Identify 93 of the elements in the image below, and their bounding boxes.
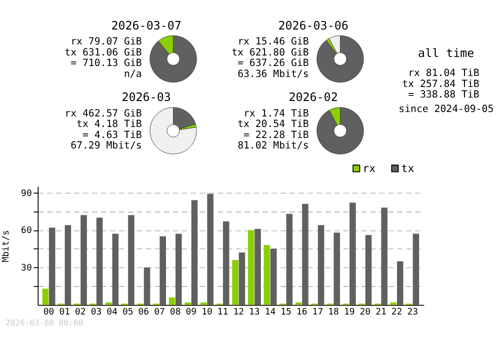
x-tick-label: 04 [106,307,118,318]
x-tick-label: 23 [407,307,418,318]
x-tick-label: 10 [202,307,212,318]
bar [350,202,356,305]
bar [207,194,214,305]
chart-title: 2026-03-07 [111,18,182,32]
bar [106,302,112,305]
x-tick-label: 13 [249,307,260,318]
bar [128,215,134,305]
chart-title: 2026-03-06 [278,18,348,32]
x-tick-label: 06 [138,307,150,318]
bar [302,204,308,305]
chart-title: 2026-03 [122,90,171,104]
x-tick-label: 12 [233,307,244,318]
x-tick-label: 11 [217,307,228,318]
bar [365,235,372,305]
x-tick-label: 14 [264,307,276,318]
text: = 22.28 TiB [244,130,309,141]
text: all time [418,46,474,60]
bar [168,297,176,305]
y-axis-title: Mbit/s [1,230,12,262]
x-tick-label: 00 [43,307,54,318]
x-tick-label: 18 [328,307,339,318]
donut-slice [316,107,364,154]
bar [390,302,397,305]
text: = 710.13 GiB [70,58,142,70]
bar [295,302,302,305]
text: 67.29 Mbit/s [70,140,142,152]
text: = 637.26 GiB [238,58,309,70]
x-tick-label: 21 [376,307,386,318]
bar [48,228,56,305]
text: 81.02 Mbit/s [238,140,309,152]
text: = 338.88 TiB [408,90,480,101]
x-tick-label: 19 [344,307,355,318]
bar [412,234,420,305]
bar [238,252,246,305]
bar [191,200,198,305]
text: since 2024-09-05 [398,104,494,115]
x-tick-label: 16 [296,307,308,318]
bar [254,228,261,305]
chart-title: 2026-02 [288,90,338,104]
bar [318,225,324,305]
bar [381,208,388,305]
x-tick-label: 02 [75,307,86,318]
x-tick-label: 15 [280,307,292,318]
y-tick-label: 30 [21,264,32,274]
bar [248,230,254,305]
bar [42,288,49,305]
bar [334,232,340,305]
text: 63.36 Mbit/s [238,68,309,80]
donut-slice [316,35,364,82]
x-tick-label: 05 [122,307,134,318]
text: rx 15.46 GiB [238,36,309,48]
x-tick-label: 08 [170,307,181,318]
bar [184,302,191,305]
bar [232,260,238,305]
x-tick-label: 09 [186,307,197,318]
y-tick-label: 90 [21,188,32,199]
legend-label: rx [362,162,376,176]
text: = 4.63 TiB [82,130,142,141]
bar [80,215,87,305]
x-tick-label: 20 [360,307,371,318]
legend-label: tx [401,162,415,176]
bar [112,234,119,305]
text: rx 81.04 TiB [408,68,480,79]
bar [270,248,277,305]
x-tick-label: 03 [90,307,102,318]
text: tx 20.54 TiB [238,119,309,130]
bar [286,214,293,305]
x-tick-label: 01 [59,307,70,318]
bar [222,221,230,305]
bar [200,302,207,305]
text: tx 621.80 GiB [232,47,309,58]
donut-slice [150,35,197,83]
text: rx 79.07 GiB [70,36,142,48]
bar [176,234,182,305]
text: rx 1.74 TiB [244,108,309,120]
bar [96,218,103,305]
bar [144,267,150,305]
x-tick-label: 07 [154,307,165,318]
text: n/a [124,68,142,80]
bar [264,245,270,305]
bar [160,236,166,305]
bar [64,225,72,305]
x-tick-label: 17 [312,307,324,318]
text: tx 631.06 GiB [64,47,142,58]
text: tx 257.84 TiB [402,78,480,90]
text: rx 462.57 GiB [64,108,142,120]
donut-slice [150,107,197,154]
x-tick-label: 22 [391,307,402,318]
text: tx 4.18 TiB [76,119,142,130]
bar [396,261,404,305]
y-tick-label: 60 [21,226,32,236]
